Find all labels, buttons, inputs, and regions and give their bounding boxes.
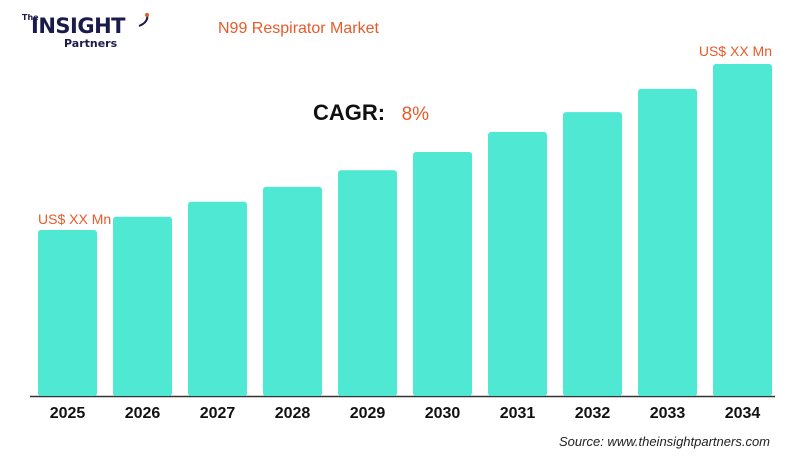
x-tick-label-2030: 2030 — [425, 405, 461, 422]
bar-2030 — [413, 151, 472, 396]
cagr-value: 8% — [401, 104, 430, 125]
bar-2028 — [263, 186, 322, 396]
x-tick-label-2031: 2031 — [500, 405, 536, 422]
x-tick-label-2027: 2027 — [200, 405, 236, 422]
bar-2025 — [38, 230, 97, 396]
logo-partners-text: Partners — [64, 37, 118, 50]
brand-logo: The INSIGHT Partners — [22, 10, 152, 54]
first-bar-annotation: US$ XX Mn — [38, 211, 111, 227]
logo-insight-text: INSIGHT — [31, 14, 125, 38]
bar-2032 — [563, 112, 622, 396]
cagr-block: CAGR: 8% — [313, 100, 429, 126]
logo-swoosh-icon — [138, 13, 149, 27]
x-tick-label-2026: 2026 — [125, 405, 161, 422]
bar-2027 — [188, 201, 247, 396]
last-bar-annotation: US$ XX Mn — [699, 43, 772, 59]
x-tick-label-2034: 2034 — [725, 405, 761, 422]
logo-the-text: The — [22, 13, 39, 22]
x-tick-label-2032: 2032 — [575, 405, 611, 422]
chart-title: N99 Respirator Market — [218, 20, 379, 37]
x-tick-label-2025: 2025 — [50, 405, 86, 422]
bar-2026 — [113, 216, 172, 396]
source-note: Source: www.theinsightpartners.com — [559, 434, 770, 449]
x-tick-label-2033: 2033 — [650, 405, 686, 422]
x-tick-label-2029: 2029 — [350, 405, 386, 422]
x-tick-label-2028: 2028 — [275, 405, 311, 422]
bar-2031 — [488, 132, 547, 396]
bar-2029 — [338, 170, 397, 396]
cagr-label: CAGR: — [313, 100, 386, 125]
bar-2034 — [713, 64, 772, 396]
bar-2033 — [638, 88, 697, 397]
